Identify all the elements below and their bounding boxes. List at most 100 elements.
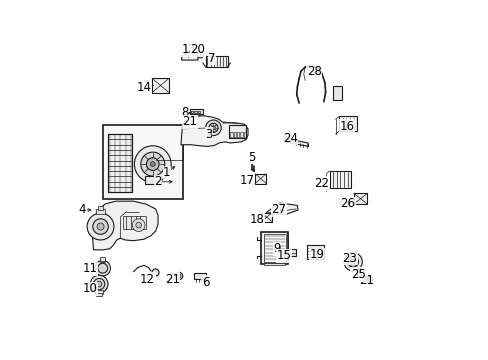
Text: 8: 8 — [181, 107, 188, 120]
Bar — [237, 132, 239, 137]
Bar — [261, 213, 271, 222]
Text: 2: 2 — [154, 175, 162, 188]
Circle shape — [98, 263, 107, 273]
Bar — [240, 132, 242, 137]
Text: 1: 1 — [163, 166, 170, 179]
Bar — [107, 134, 132, 192]
Circle shape — [175, 273, 183, 279]
Polygon shape — [266, 203, 298, 215]
Text: 23: 23 — [342, 252, 356, 265]
Circle shape — [134, 146, 171, 183]
Circle shape — [97, 223, 104, 230]
Polygon shape — [284, 138, 308, 147]
Circle shape — [197, 51, 203, 58]
Circle shape — [195, 116, 203, 123]
Circle shape — [136, 222, 141, 228]
Text: 25: 25 — [350, 268, 365, 281]
Bar — [191, 111, 193, 113]
Circle shape — [367, 278, 370, 281]
Circle shape — [177, 274, 181, 278]
Bar — [285, 249, 295, 256]
Circle shape — [205, 120, 221, 136]
Text: 12: 12 — [140, 273, 155, 286]
Text: 11: 11 — [82, 262, 98, 275]
Circle shape — [358, 271, 361, 274]
Text: 26: 26 — [339, 198, 354, 211]
Text: 6: 6 — [202, 276, 209, 289]
Text: 18: 18 — [249, 213, 264, 226]
Text: 4: 4 — [78, 203, 86, 216]
Circle shape — [208, 123, 218, 132]
Bar — [255, 174, 266, 184]
Text: 9: 9 — [273, 242, 280, 255]
Text: 16: 16 — [339, 120, 354, 133]
Bar — [95, 290, 103, 294]
Bar — [100, 257, 105, 262]
Circle shape — [90, 275, 108, 293]
Bar — [152, 78, 169, 93]
Bar — [189, 109, 203, 114]
Bar — [244, 132, 245, 137]
Text: 5: 5 — [247, 150, 255, 163]
Circle shape — [87, 213, 114, 240]
Bar — [264, 263, 285, 265]
Circle shape — [350, 259, 355, 264]
Bar — [338, 117, 357, 131]
Text: 14: 14 — [137, 81, 151, 94]
Bar — [353, 193, 366, 204]
Text: 7: 7 — [208, 52, 215, 65]
Bar — [230, 132, 232, 137]
Text: 15: 15 — [276, 249, 291, 262]
Bar — [306, 245, 324, 259]
Circle shape — [197, 118, 201, 121]
Circle shape — [93, 219, 108, 234]
Text: 24: 24 — [282, 132, 297, 145]
Text: 20: 20 — [190, 43, 205, 56]
Text: 10: 10 — [83, 282, 98, 295]
Text: 27: 27 — [271, 203, 286, 216]
Text: 22: 22 — [314, 177, 329, 190]
Circle shape — [152, 269, 159, 276]
Text: 13: 13 — [181, 43, 196, 56]
Circle shape — [366, 276, 372, 283]
Circle shape — [96, 281, 102, 287]
Bar — [145, 176, 160, 184]
Circle shape — [132, 219, 145, 231]
Bar — [98, 206, 103, 210]
Bar — [329, 171, 350, 188]
Circle shape — [347, 257, 358, 267]
Bar — [194, 111, 196, 113]
Polygon shape — [181, 116, 247, 147]
Circle shape — [146, 158, 159, 171]
Bar — [205, 56, 227, 67]
Text: 21: 21 — [164, 273, 179, 286]
Bar — [228, 125, 245, 138]
Bar — [233, 132, 235, 137]
Bar — [263, 234, 285, 262]
Bar — [107, 134, 132, 192]
Bar — [197, 111, 199, 113]
Circle shape — [93, 278, 104, 290]
Text: 28: 28 — [306, 65, 321, 78]
Circle shape — [141, 152, 164, 176]
Polygon shape — [182, 51, 198, 60]
Bar — [96, 209, 104, 213]
Bar — [332, 86, 341, 100]
Bar — [194, 273, 206, 279]
Circle shape — [356, 269, 364, 276]
Text: 17: 17 — [239, 174, 254, 187]
Circle shape — [150, 162, 155, 167]
Bar — [122, 216, 145, 229]
Text: 21: 21 — [182, 115, 197, 128]
Text: 21: 21 — [358, 274, 373, 287]
Bar — [314, 68, 321, 72]
Circle shape — [343, 253, 362, 271]
Polygon shape — [92, 201, 158, 250]
Circle shape — [211, 126, 215, 130]
Text: 19: 19 — [309, 248, 324, 261]
Text: 3: 3 — [205, 128, 212, 141]
Bar — [261, 231, 287, 264]
Bar — [96, 293, 102, 296]
Circle shape — [95, 260, 110, 276]
Bar — [102, 125, 183, 199]
